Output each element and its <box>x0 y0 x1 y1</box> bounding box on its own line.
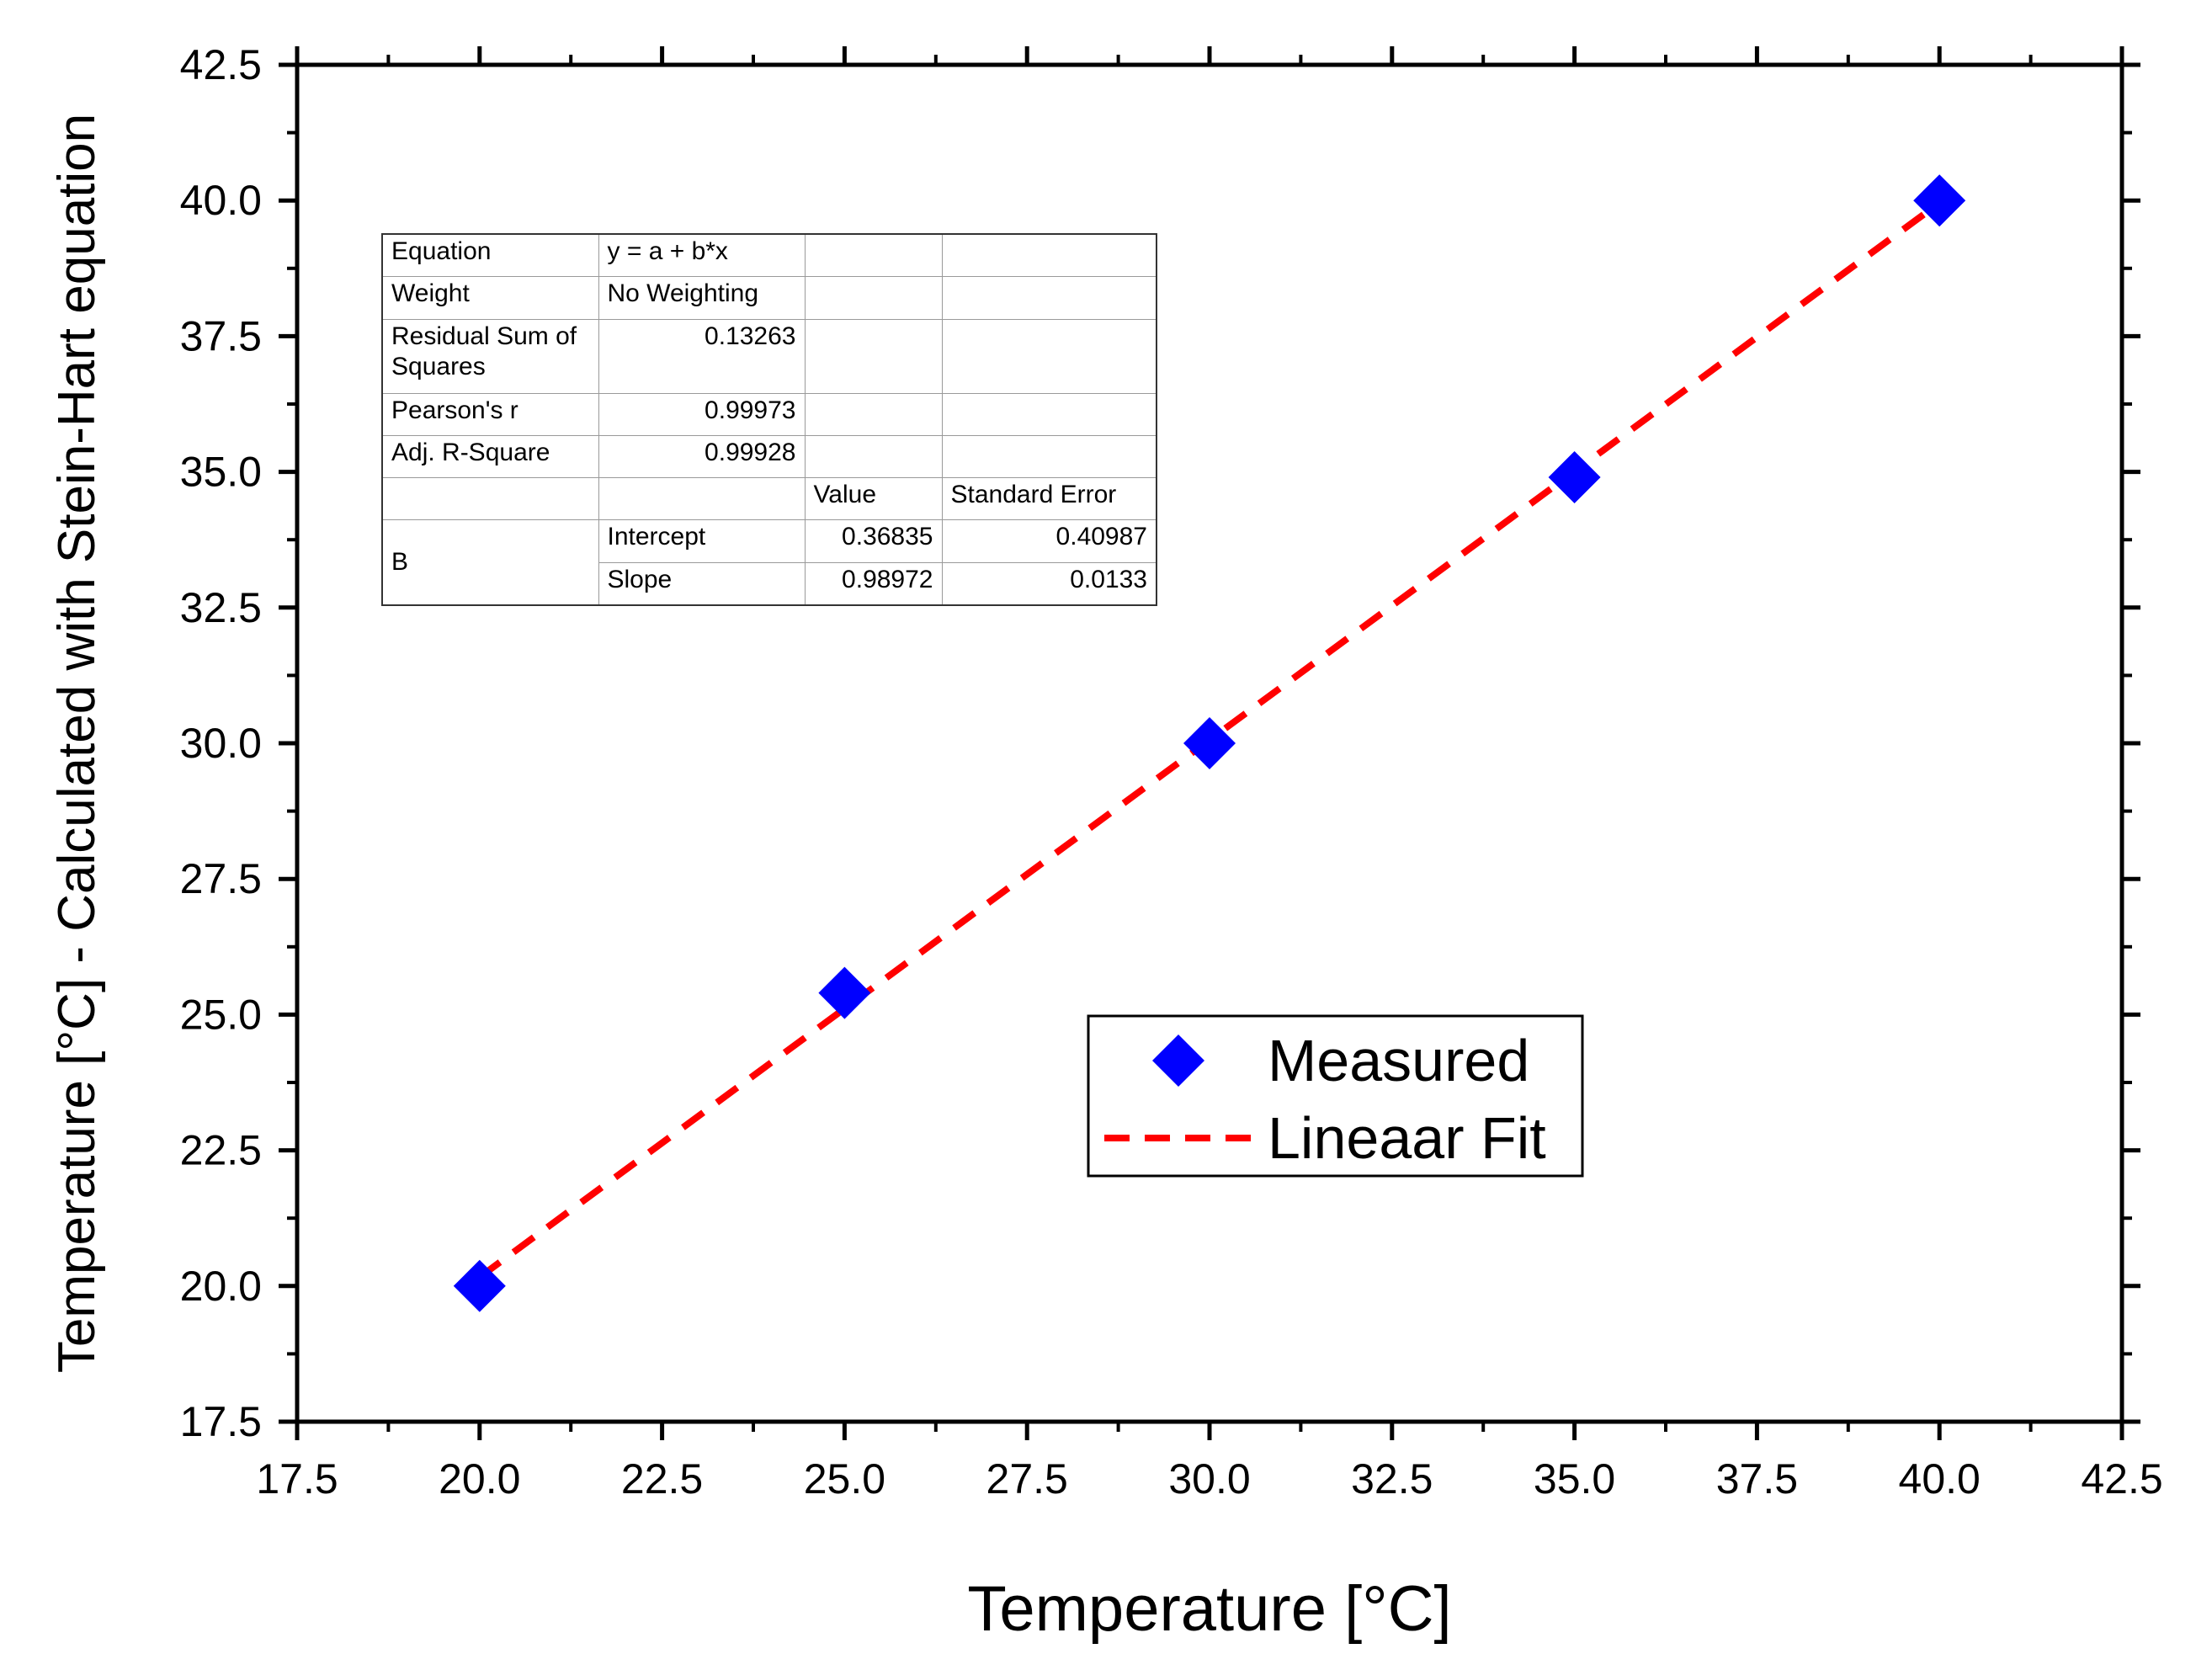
legend: Measured Lineaar Fit <box>1087 1014 1584 1178</box>
table-row: Adj. R-Square 0.99928 <box>381 434 1157 479</box>
y-tick-label: 32.5 <box>180 584 262 631</box>
pearson-value: 0.99973 <box>598 392 806 436</box>
rss-label: Residual Sum of Squares <box>381 318 599 394</box>
table-row: Weight No Weighting <box>381 276 1157 320</box>
x-tick-label: 30.0 <box>1168 1455 1250 1502</box>
x-tick-label: 40.0 <box>1899 1455 1981 1502</box>
measured-markers <box>453 174 1966 1312</box>
slope-label: Slope <box>598 561 806 606</box>
adj-r-square-label: Adj. R-Square <box>381 434 599 479</box>
table-row: Residual Sum of Squares 0.13263 <box>381 318 1157 394</box>
pearson-label: Pearson's r <box>381 392 599 436</box>
measured-point <box>818 966 871 1019</box>
x-tick-labels: 17.5 20.0 22.5 25.0 27.5 30.0 32.5 35.0 37.5 40.0… <box>256 1455 2162 1502</box>
standard-error-header: Standard Error <box>941 477 1157 521</box>
y-tick-label: 20.0 <box>180 1263 262 1310</box>
x-tick-label: 35.0 <box>1534 1455 1615 1502</box>
table-row: Pearson's r 0.99973 <box>381 392 1157 436</box>
adj-r-square-value: 0.99928 <box>598 434 806 479</box>
y-tick-label: 37.5 <box>180 312 262 359</box>
x-tick-label: 17.5 <box>256 1455 338 1502</box>
x-axis-title: Temperature [°C] <box>967 1573 1451 1645</box>
x-tick-label: 42.5 <box>2081 1455 2162 1502</box>
y-tick-label: 22.5 <box>180 1127 262 1174</box>
y-tick-label: 35.0 <box>180 449 262 496</box>
fit-results-table: Equation y = a + b*x Weight No Weighting… <box>381 233 1157 606</box>
y-tick-labels: 17.5 20.0 22.5 25.0 27.5 30.0 32.5 35.0 37.5 40.0… <box>180 41 262 1445</box>
y-tick-label: 40.0 <box>180 177 262 224</box>
value-header: Value <box>804 477 943 521</box>
equation-label: Equation <box>381 233 599 278</box>
table-row: Slope 0.98972 0.0133 <box>382 561 1157 606</box>
slope-error: 0.0133 <box>941 561 1157 606</box>
slope-value: 0.98972 <box>804 561 943 606</box>
legend-label-fit: Lineaar Fit <box>1268 1105 1546 1171</box>
y-tick-label: 17.5 <box>180 1398 262 1445</box>
x-tick-label: 22.5 <box>621 1455 703 1502</box>
x-tick-label: 32.5 <box>1351 1455 1433 1502</box>
plot-frame <box>295 62 2124 1424</box>
measured-point <box>453 1259 506 1312</box>
equation-value: y = a + b*x <box>598 233 806 278</box>
major-ticks <box>279 46 2140 1440</box>
table-row: Value Standard Error <box>381 477 1157 521</box>
legend-label-measured: Measured <box>1268 1028 1529 1093</box>
y-tick-label: 30.0 <box>180 720 262 767</box>
group-label: B <box>381 519 599 606</box>
intercept-label: Intercept <box>598 519 806 563</box>
y-axis-title: Temperature [°C] - Calculated with Stein… <box>48 114 106 1373</box>
y-tick-label: 25.0 <box>180 991 262 1038</box>
weight-label: Weight <box>381 276 599 320</box>
y-tick-label: 27.5 <box>180 855 262 902</box>
measured-point <box>1183 717 1236 769</box>
x-tick-label: 37.5 <box>1716 1455 1798 1502</box>
table-row: Equation y = a + b*x <box>381 233 1157 278</box>
intercept-error: 0.40987 <box>941 519 1157 563</box>
legend-diamond-icon <box>1152 1034 1204 1087</box>
measured-point <box>1913 174 1966 227</box>
weight-value: No Weighting <box>598 276 806 320</box>
intercept-value: 0.36835 <box>804 519 943 563</box>
rss-value: 0.13263 <box>598 318 806 394</box>
x-tick-label: 25.0 <box>804 1455 885 1502</box>
measured-point <box>1548 451 1601 504</box>
y-tick-label: 42.5 <box>180 41 262 88</box>
x-tick-label: 27.5 <box>986 1455 1068 1502</box>
table-row: B Intercept 0.36835 0.40987 <box>381 519 1157 606</box>
x-tick-label: 20.0 <box>439 1455 520 1502</box>
